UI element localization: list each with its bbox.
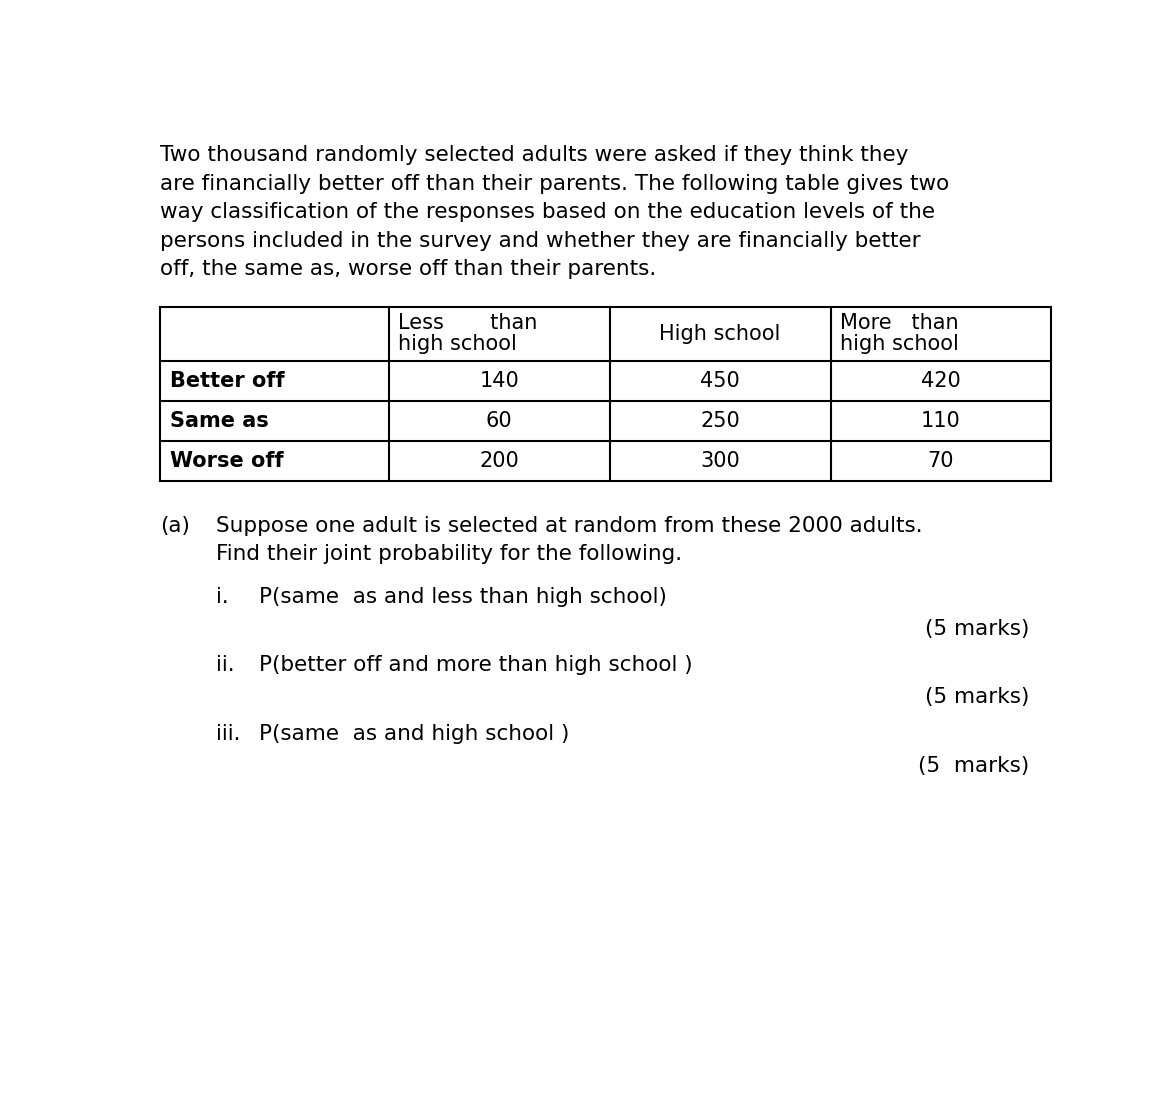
Text: (5  marks): (5 marks) <box>918 756 1030 776</box>
Text: P(same  as and high school ): P(same as and high school ) <box>259 723 569 744</box>
Text: 70: 70 <box>928 452 954 471</box>
Text: 420: 420 <box>921 372 961 391</box>
Text: 300: 300 <box>701 452 739 471</box>
Text: are financially better off than their parents. The following table gives two: are financially better off than their pa… <box>160 174 949 194</box>
Text: persons included in the survey and whether they are financially better: persons included in the survey and wheth… <box>160 231 921 251</box>
Text: High school: High school <box>660 324 780 344</box>
Text: Better off: Better off <box>170 372 284 391</box>
Text: (a): (a) <box>160 516 190 536</box>
Text: P(same  as and less than high school): P(same as and less than high school) <box>259 586 667 606</box>
Text: ii.: ii. <box>216 655 235 675</box>
Text: Less       than: Less than <box>398 313 537 333</box>
Text: 110: 110 <box>921 411 961 431</box>
Text: (5 marks): (5 marks) <box>925 619 1030 639</box>
Text: off, the same as, worse off than their parents.: off, the same as, worse off than their p… <box>160 260 656 279</box>
Text: Worse off: Worse off <box>170 452 283 471</box>
Text: 250: 250 <box>701 411 739 431</box>
Text: 200: 200 <box>480 452 519 471</box>
Text: way classification of the responses based on the education levels of the: way classification of the responses base… <box>160 203 935 222</box>
Text: iii.: iii. <box>216 723 241 744</box>
Text: 60: 60 <box>486 411 512 431</box>
Text: Suppose one adult is selected at random from these 2000 adults.: Suppose one adult is selected at random … <box>216 516 923 536</box>
Text: More   than: More than <box>840 313 958 333</box>
Text: i.: i. <box>216 586 229 606</box>
Text: 450: 450 <box>701 372 739 391</box>
Text: (5 marks): (5 marks) <box>925 687 1030 707</box>
Text: Same as: Same as <box>170 411 268 431</box>
Text: 140: 140 <box>480 372 519 391</box>
Text: Two thousand randomly selected adults were asked if they think they: Two thousand randomly selected adults we… <box>160 146 909 165</box>
Text: P(better off and more than high school ): P(better off and more than high school ) <box>259 655 693 675</box>
Text: high school: high school <box>840 334 958 354</box>
Text: Find their joint probability for the following.: Find their joint probability for the fol… <box>216 545 682 564</box>
Text: high school: high school <box>398 334 517 354</box>
